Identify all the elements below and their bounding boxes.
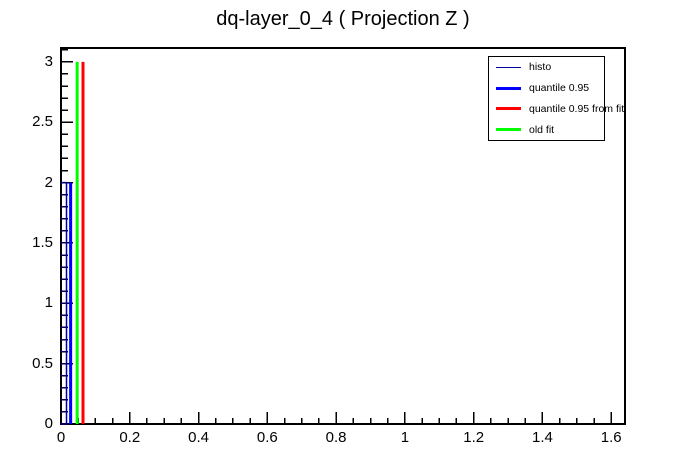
- legend: histo quantile 0.95 quantile 0.95 from fit…: [488, 56, 624, 141]
- x-tick-label: 0.6: [256, 429, 278, 446]
- y-tick-label: 0.5: [32, 354, 53, 372]
- x-tick-label: 0.4: [188, 429, 209, 446]
- y-tick-label: 0: [44, 415, 53, 432]
- legend-item: old fit: [489, 120, 604, 140]
- legend-line-sample: [496, 86, 521, 90]
- legend-label: histo: [529, 61, 552, 74]
- x-tick-label: 0.8: [325, 429, 347, 446]
- legend-label: old fit: [529, 123, 555, 136]
- y-tick-label: 1: [44, 294, 53, 312]
- chart-title: dq-layer_0_4 ( Projection Z ): [216, 8, 470, 30]
- x-tick-label: 0: [56, 429, 66, 446]
- legend-line-sample: [496, 107, 521, 111]
- x-tick-label: 1.2: [463, 429, 485, 446]
- y-tick-label: 3: [44, 52, 53, 70]
- legend-line-sample: [496, 66, 521, 69]
- y-tick-label: 2.5: [32, 113, 53, 131]
- legend-line-sample: [496, 128, 521, 132]
- x-tick-label: 1.4: [532, 429, 553, 446]
- y-tick-label: 2: [44, 173, 53, 191]
- legend-label: quantile 0.95 from fit: [529, 102, 625, 115]
- x-tick-label: 1.6: [600, 429, 622, 446]
- x-tick-label: 1: [400, 429, 410, 446]
- x-tick-label: 0.2: [119, 429, 141, 446]
- legend-item: histo: [489, 57, 604, 77]
- y-tick-label: 1.5: [32, 233, 53, 251]
- legend-item: quantile 0.95: [489, 78, 604, 98]
- legend-item: quantile 0.95 from fit: [489, 99, 624, 119]
- plot-frame: [60, 47, 626, 425]
- legend-label: quantile 0.95: [529, 82, 590, 95]
